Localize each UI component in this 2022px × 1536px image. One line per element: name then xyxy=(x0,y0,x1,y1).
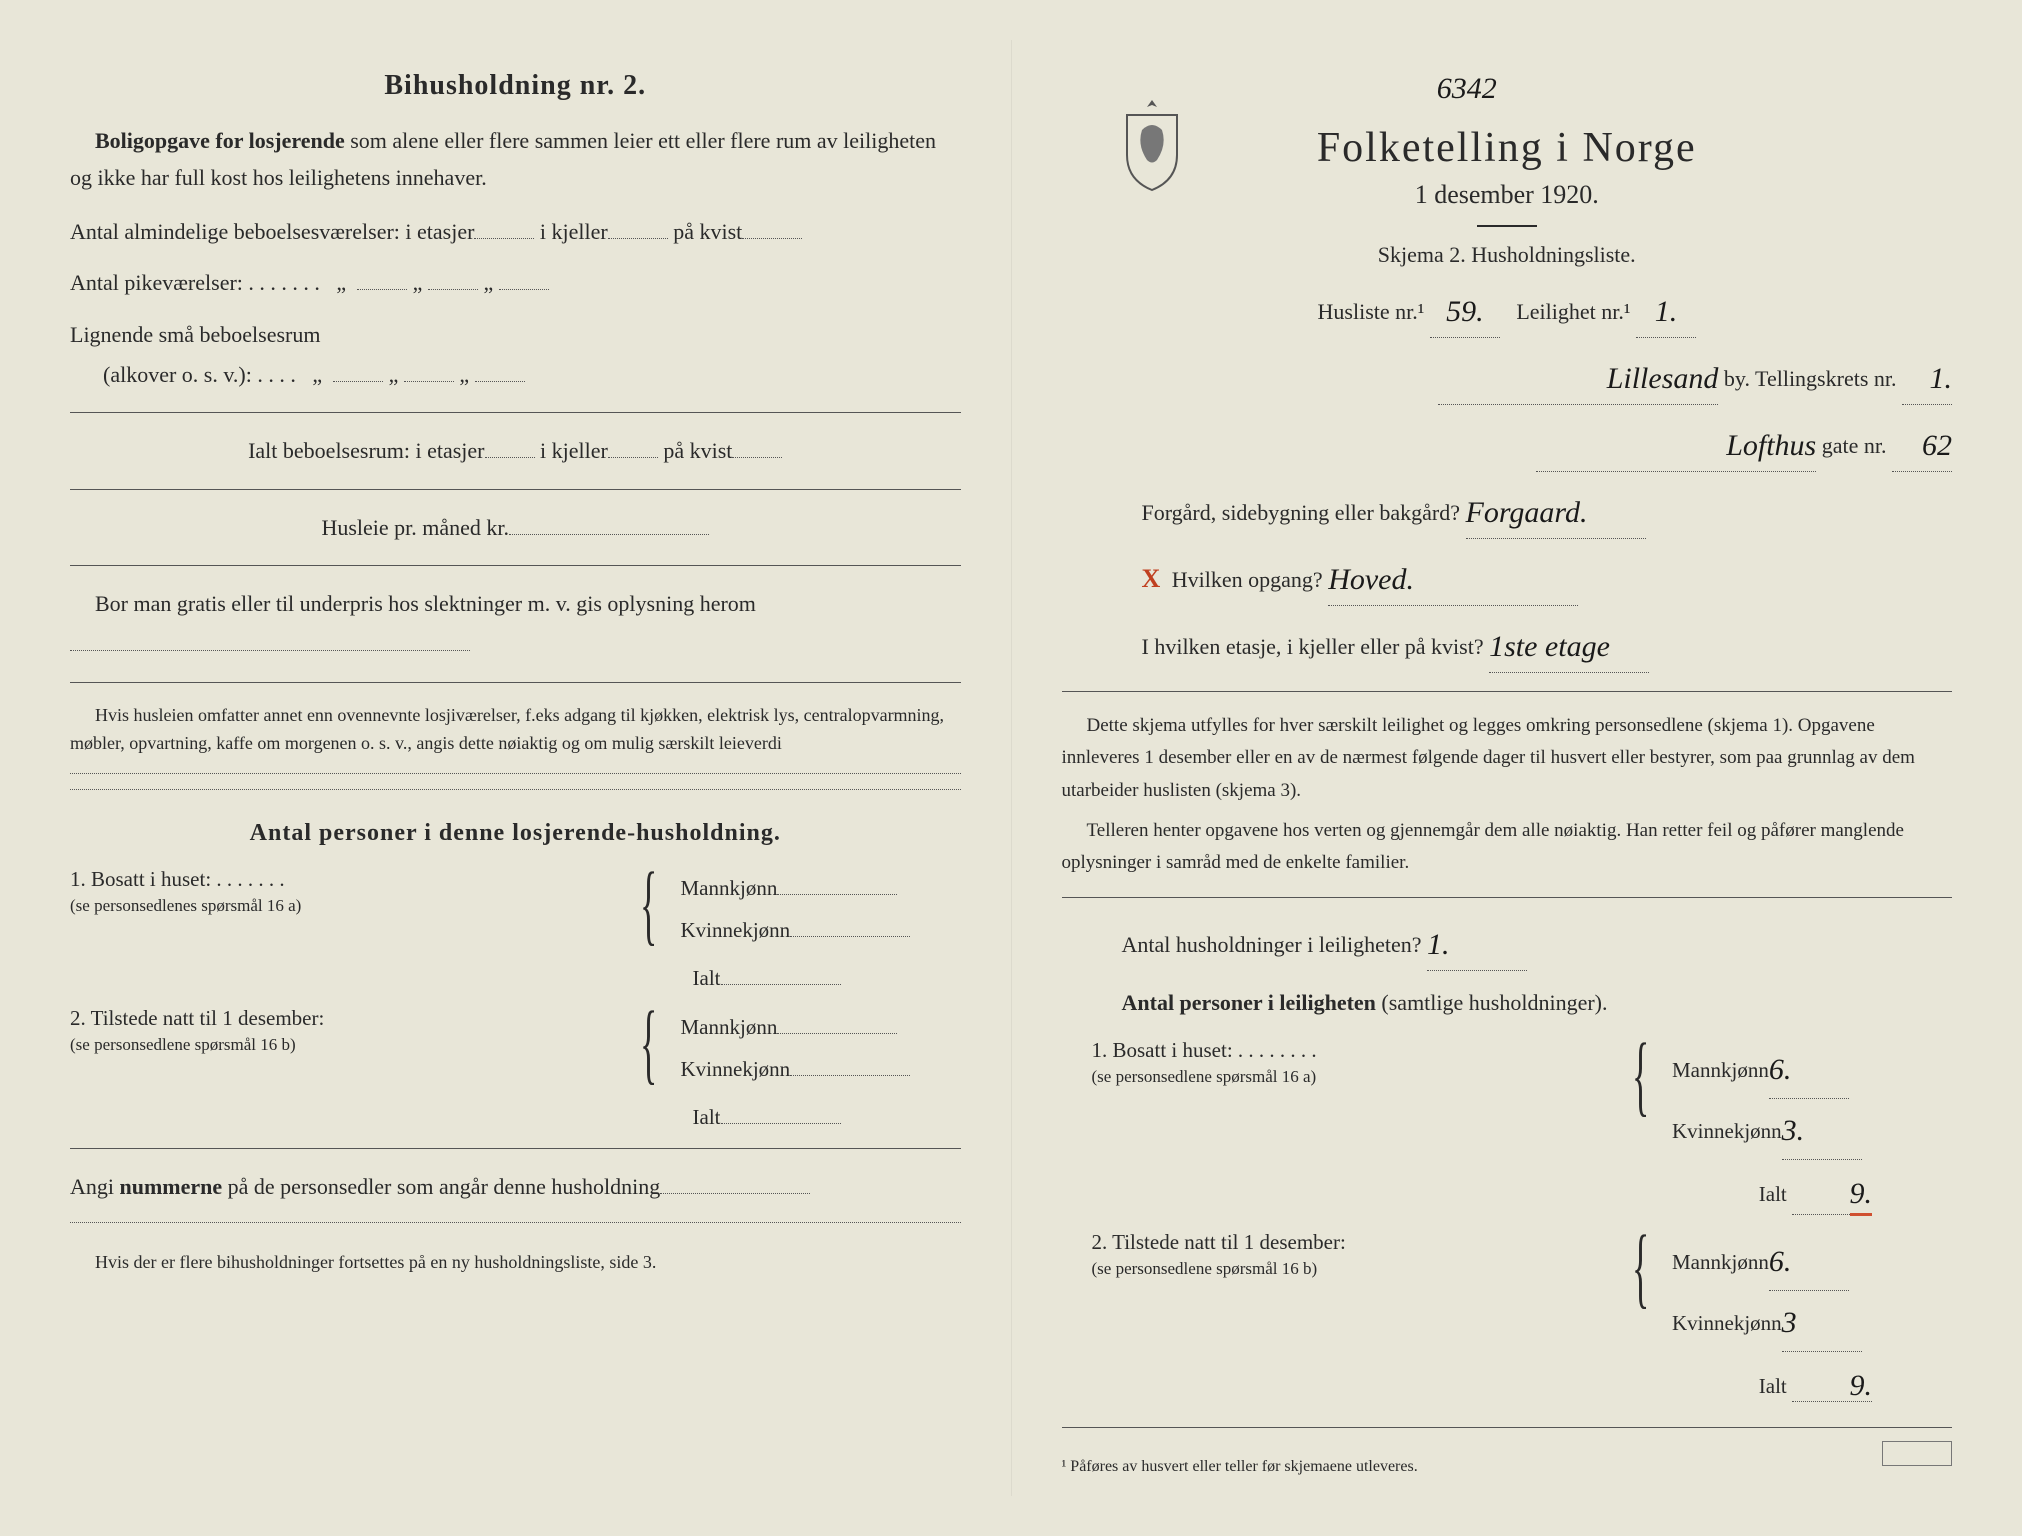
etasje-line: I hvilken etasje, i kjeller eller på kvi… xyxy=(1142,618,1953,673)
intro-paragraph: Boligopgave for losjerende som alene ell… xyxy=(70,122,961,197)
forgard-line: Forgård, sidebygning eller bakgård? Forg… xyxy=(1142,484,1953,539)
intro-bold: Boligopgave for losjerende xyxy=(95,128,345,153)
line-ialt-rum: Ialt beboelsesrum: i etasjer i kjeller p… xyxy=(70,431,961,471)
tilstede-block-left: 2. Tilstede natt til 1 desember: (se per… xyxy=(70,1006,961,1090)
section-title-left: Antal personer i denne losjerende-hushol… xyxy=(70,820,961,847)
line-beboelse: Antal almindelige beboelsesværelser: i e… xyxy=(70,212,961,252)
left-page: Bihusholdning nr. 2. Boligopgave for los… xyxy=(20,40,1012,1496)
husliste-line: Husliste nr.¹ 59. Leilighet nr.¹ 1. xyxy=(1062,283,1953,338)
opgang-line: X Hvilken opgang? Hoved. xyxy=(1142,551,1953,606)
left-footer: Hvis der er flere bihusholdninger fortse… xyxy=(70,1248,961,1277)
main-title: Folketelling i Norge xyxy=(1062,124,1953,172)
bosatt-block-right: 1. Bosatt i huset: . . . . . . . . (se p… xyxy=(1062,1038,1953,1160)
instructions-2: Telleren henter opgavene hos verten og g… xyxy=(1062,815,1953,880)
by-line: Lillesand by. Tellingskrets nr. 1. xyxy=(1062,350,1953,405)
right-footnote: ¹ Påføres av husvert eller teller før sk… xyxy=(1062,1458,1953,1476)
main-subtitle: 1 desember 1920. xyxy=(1062,180,1953,210)
right-page: 6342 Folketelling i Norge 1 desember 192… xyxy=(1012,40,2003,1496)
husleie-note: Hvis husleien omfatter annet enn ovennev… xyxy=(70,701,961,759)
antal-hush-line: Antal husholdninger i leiligheten? 1. xyxy=(1062,916,1953,971)
gate-line: Lofthus gate nr. 62 xyxy=(1062,417,1953,472)
line-gratis: Bor man gratis eller til underpris hos s… xyxy=(70,584,961,663)
antal-pers-line: Antal personer i leiligheten (samtlige h… xyxy=(1062,983,1953,1023)
schema-label: Skjema 2. Husholdningsliste. xyxy=(1062,242,1953,268)
coat-of-arms-icon xyxy=(1112,95,1192,195)
left-title: Bihusholdning nr. 2. xyxy=(70,70,961,102)
line-lignende: Lignende små beboelsesrum (alkover o. s.… xyxy=(70,315,961,394)
brace-icon: { xyxy=(1632,1230,1649,1307)
brace-icon: { xyxy=(1632,1038,1649,1115)
line-husleie: Husleie pr. måned kr. xyxy=(70,508,961,548)
brace-icon: { xyxy=(640,1006,657,1083)
line-pike: Antal pikeværelser: . . . . . . . „ „ „ xyxy=(70,263,961,303)
red-x-mark: X xyxy=(1142,564,1161,593)
bosatt-block-left: 1. Bosatt i huset: . . . . . . . (se per… xyxy=(70,867,961,951)
brace-icon: { xyxy=(640,867,657,944)
instructions-1: Dette skjema utfylles for hver særskilt … xyxy=(1062,710,1953,807)
tilstede-block-right: 2. Tilstede natt til 1 desember: (se per… xyxy=(1062,1230,1953,1352)
angi-line: Angi nummerne på de personsedler som ang… xyxy=(70,1167,961,1207)
stamp-box xyxy=(1882,1441,1952,1466)
header-right: 6342 Folketelling i Norge 1 desember 192… xyxy=(1062,70,1953,338)
